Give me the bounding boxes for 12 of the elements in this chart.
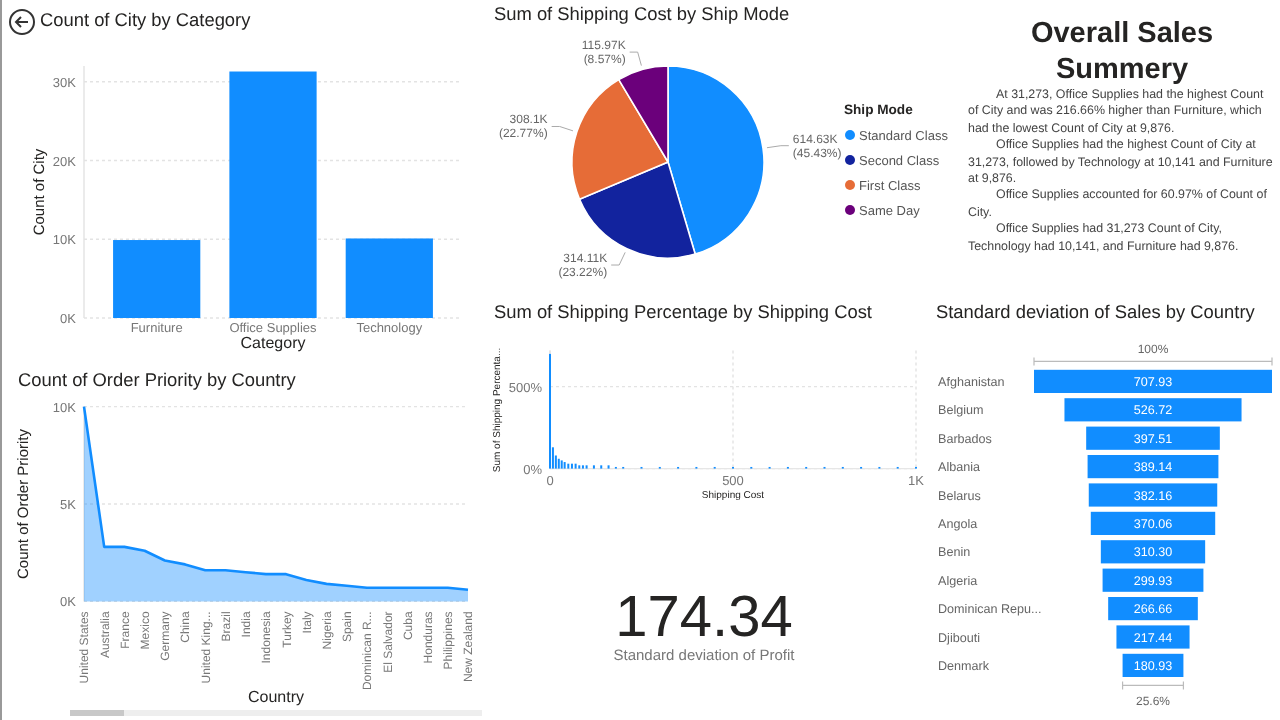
text: 174.34: [615, 586, 793, 650]
x-axis-title: Category: [240, 334, 306, 352]
x-axis-title: Country: [247, 688, 305, 706]
chart-title: Sum of Shipping Percentage by Shipping Cost: [494, 302, 873, 322]
bar: [229, 71, 317, 318]
chart-title: Sum of Shipping Cost by Ship Mode: [494, 4, 790, 24]
chart-title: Count of City by Category: [40, 10, 252, 30]
bar: [113, 240, 201, 318]
bar: [345, 238, 433, 318]
chart-title: Count of Order Priority by Country: [18, 370, 297, 390]
text: Standard deviation of Sales by Country: [936, 302, 1256, 322]
text: Overall Sales Summery: [1028, 16, 1216, 88]
